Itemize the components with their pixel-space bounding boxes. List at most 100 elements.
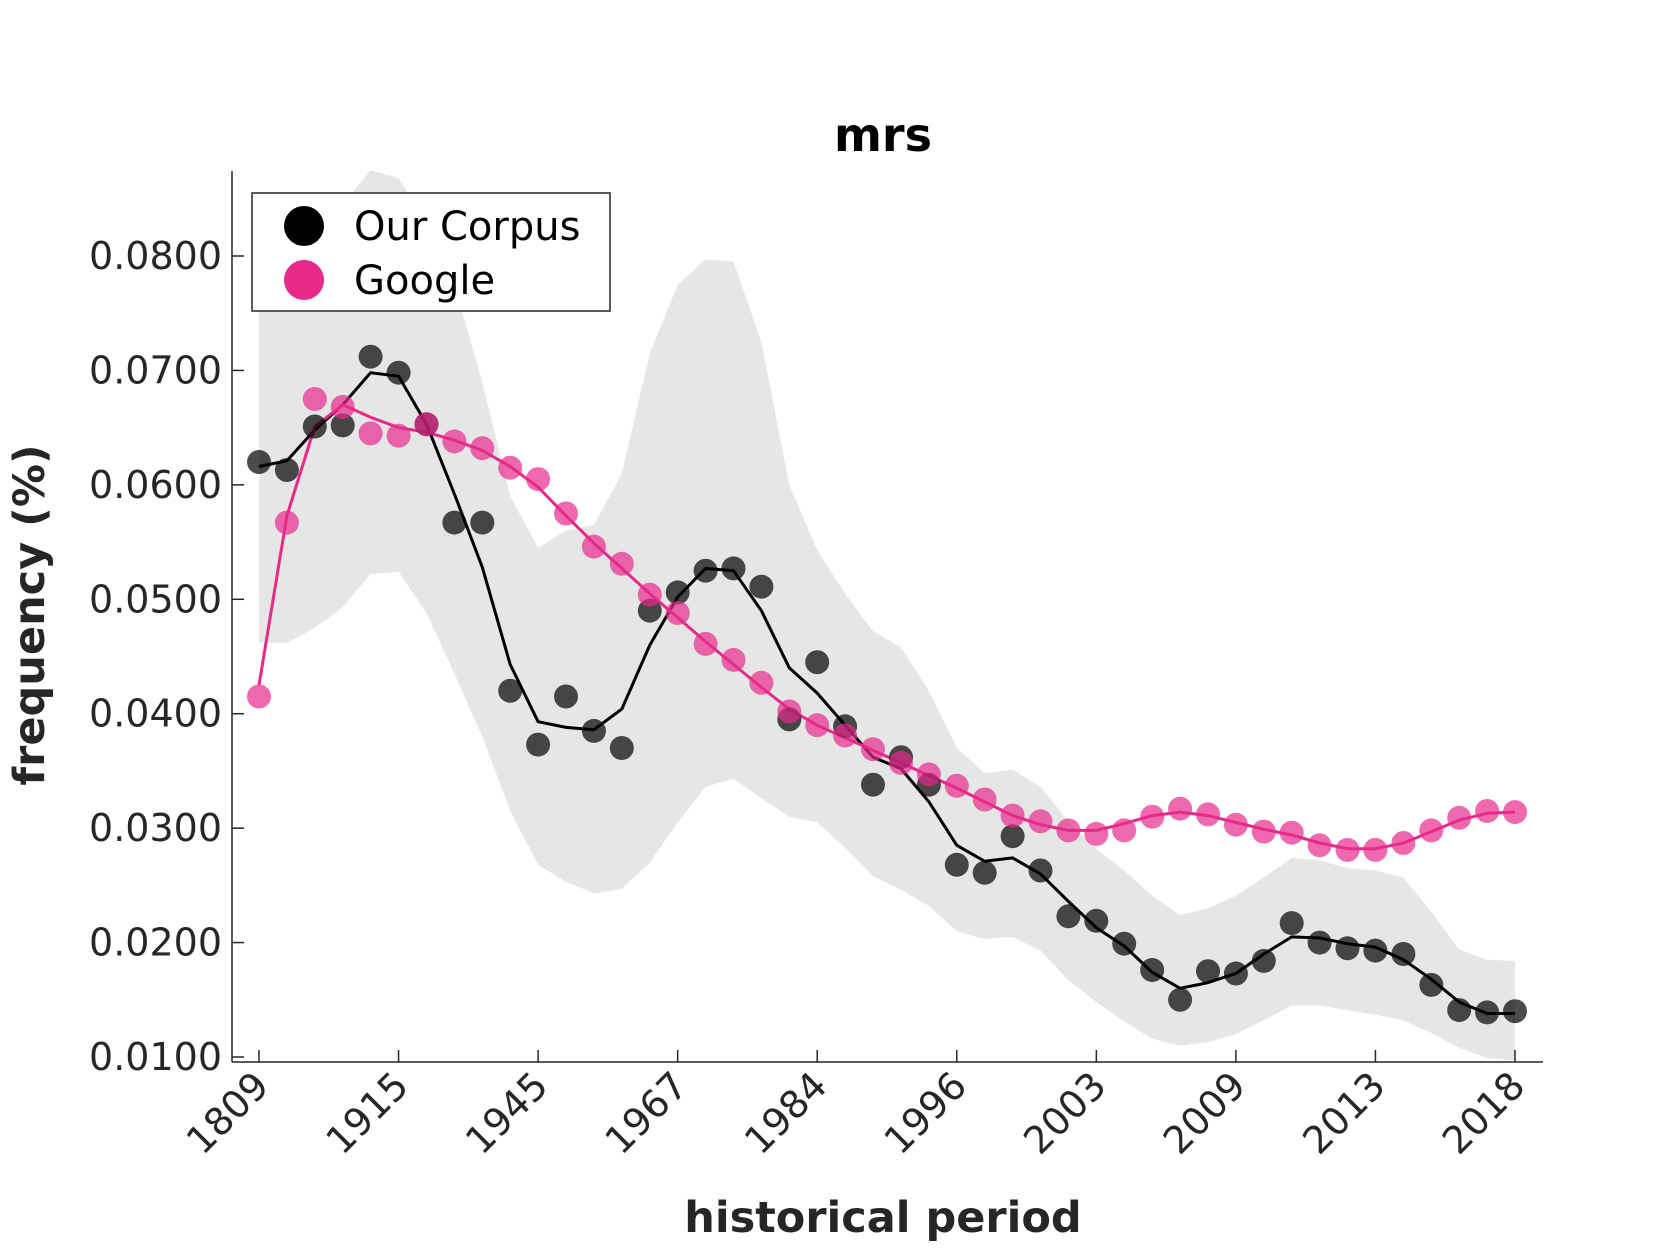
- google-point-36: [1223, 812, 1248, 837]
- google-point-39: [1307, 833, 1332, 858]
- our-corpus-point-13: [581, 718, 606, 743]
- google-point-8: [442, 429, 467, 454]
- our-corpus-point-38: [1279, 911, 1304, 936]
- our-corpus-point-9: [470, 510, 495, 535]
- google-point-3: [302, 387, 327, 411]
- google-point-46: [1503, 800, 1527, 825]
- our-corpus-point-19: [749, 574, 774, 599]
- our-corpus-point-26: [944, 852, 969, 877]
- google-point-7: [414, 412, 439, 437]
- y-tick-label-0.0500: 0.0500: [89, 577, 222, 621]
- google-point-18: [721, 647, 746, 672]
- google-point-20: [777, 699, 802, 724]
- series-lines-layer: [257, 371, 1516, 1015]
- y-tick-label-0.0100: 0.0100: [89, 1035, 222, 1079]
- google-point-17: [693, 631, 718, 656]
- google-point-29: [1028, 809, 1053, 834]
- google-point-14: [609, 551, 634, 576]
- google-point-28: [1000, 803, 1025, 828]
- google-point-15: [637, 582, 662, 607]
- google-point-21: [805, 713, 830, 738]
- google-point-16: [665, 601, 690, 625]
- google-point-13: [581, 534, 606, 559]
- x-tick-label-2003: 2003: [1015, 1063, 1115, 1163]
- our-corpus-point-41: [1363, 938, 1388, 963]
- google-point-25: [916, 762, 941, 787]
- google-point-45: [1475, 799, 1500, 823]
- google-point-34: [1168, 796, 1193, 821]
- google-point-19: [749, 670, 774, 695]
- google-point-42: [1391, 831, 1416, 855]
- y-tick-label-0.0400: 0.0400: [89, 692, 222, 736]
- our-corpus-smoothed-line: [258, 371, 1515, 1015]
- google-smoothed-line: [257, 403, 1516, 851]
- x-tick-label-2009: 2009: [1155, 1063, 1255, 1163]
- google-point-35: [1196, 802, 1220, 827]
- our-corpus-point-46: [1503, 999, 1527, 1024]
- our-corpus-point-34: [1168, 987, 1193, 1012]
- our-corpus-point-33: [1140, 958, 1165, 982]
- google-point-31: [1084, 821, 1109, 846]
- google-point-5: [358, 421, 383, 446]
- google-point-44: [1447, 805, 1472, 830]
- google-point-11: [526, 467, 551, 492]
- our-corpus-point-10: [498, 678, 523, 703]
- our-corpus-point-31: [1084, 908, 1109, 933]
- google-point-32: [1112, 818, 1137, 843]
- y-tick-label-0.0800: 0.0800: [89, 234, 222, 278]
- our-corpus-point-35: [1196, 959, 1220, 984]
- legend-label-our-corpus: Our Corpus: [354, 204, 580, 250]
- our-corpus-point-43: [1419, 972, 1444, 997]
- google-point-24: [889, 750, 913, 775]
- legend-marker-our-corpus: [284, 206, 324, 246]
- google-point-33: [1140, 804, 1165, 829]
- google-point-41: [1363, 837, 1388, 862]
- google-point-23: [861, 737, 885, 762]
- our-corpus-point-12: [554, 684, 578, 709]
- our-corpus-point-28: [1000, 824, 1025, 849]
- our-corpus-point-29: [1028, 858, 1053, 883]
- google-point-40: [1335, 837, 1360, 862]
- google-point-10: [498, 455, 523, 480]
- x-tick-label-1967: 1967: [597, 1063, 697, 1163]
- y-axis-label: frequency (%): [5, 444, 55, 785]
- our-corpus-point-30: [1056, 904, 1081, 929]
- our-corpus-point-2: [274, 458, 299, 482]
- our-corpus-point-36: [1223, 961, 1248, 986]
- google-point-22: [833, 723, 858, 748]
- our-corpus-point-6: [386, 360, 411, 385]
- our-corpus-point-42: [1391, 942, 1416, 966]
- our-corpus-point-3: [302, 414, 327, 439]
- google-point-30: [1056, 818, 1081, 843]
- google-point-26: [944, 773, 969, 798]
- our-corpus-point-17: [693, 558, 718, 583]
- our-corpus-point-11: [526, 732, 551, 757]
- our-corpus-point-14: [609, 736, 634, 760]
- our-corpus-point-1: [247, 450, 271, 474]
- our-corpus-point-21: [805, 650, 830, 675]
- our-corpus-point-37: [1251, 948, 1276, 973]
- our-corpus-confidence-band: [259, 170, 1515, 1061]
- chart-title: mrs: [834, 108, 932, 162]
- our-corpus-point-8: [442, 510, 467, 535]
- our-corpus-point-23: [861, 772, 885, 797]
- our-corpus-point-27: [972, 860, 997, 885]
- y-tick-label-0.0600: 0.0600: [89, 463, 222, 507]
- our-corpus-point-44: [1447, 998, 1472, 1023]
- google-point-43: [1419, 818, 1444, 843]
- x-tick-label-2018: 2018: [1434, 1063, 1534, 1163]
- google-point-6: [386, 423, 411, 448]
- y-tick-label-0.0200: 0.0200: [89, 921, 222, 965]
- google-point-9: [470, 436, 495, 461]
- data-points-layer: [247, 344, 1527, 1025]
- our-corpus-point-16: [665, 580, 690, 605]
- x-tick-label-1945: 1945: [457, 1063, 557, 1163]
- x-tick-label-2013: 2013: [1294, 1063, 1394, 1163]
- google-point-2: [274, 510, 299, 535]
- google-point-4: [330, 395, 355, 419]
- our-corpus-point-39: [1307, 930, 1332, 955]
- x-tick-label-1984: 1984: [736, 1063, 836, 1163]
- legend-marker-google: [284, 260, 324, 300]
- google-point-37: [1251, 819, 1276, 844]
